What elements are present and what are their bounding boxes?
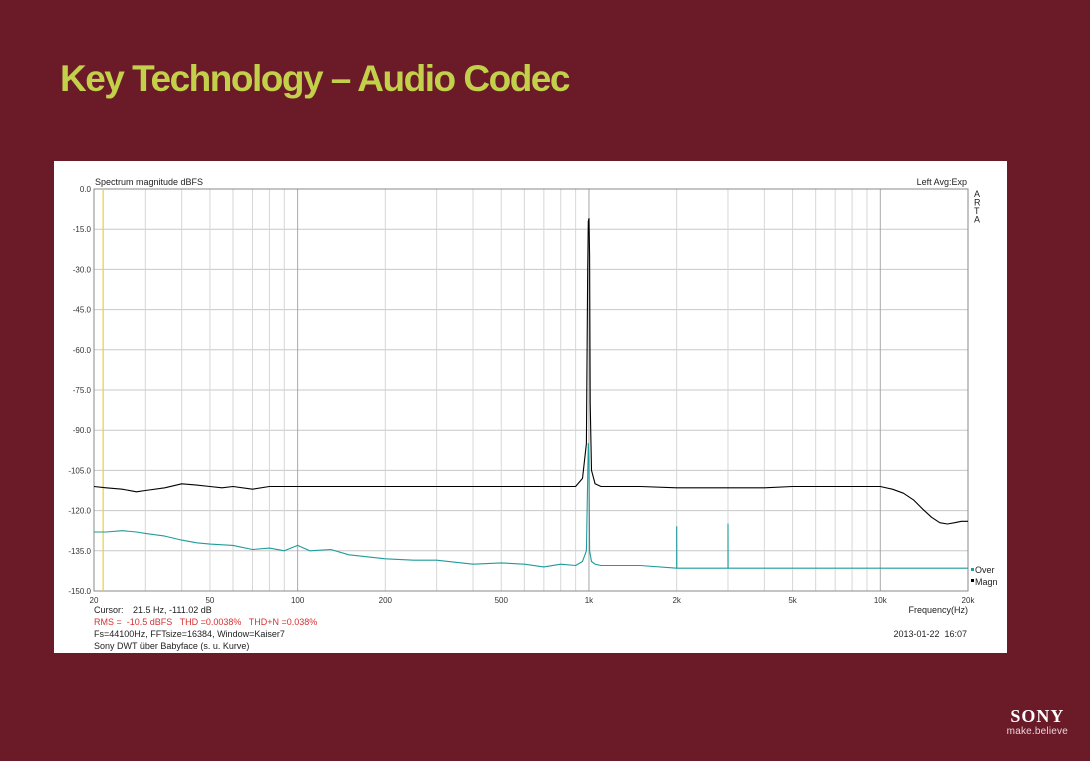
sony-logo: SONY make.believe <box>1007 706 1068 738</box>
y-tick-label: -75.0 <box>73 386 92 395</box>
x-tick-label: 2k <box>672 596 681 605</box>
y-tick-label: 0.0 <box>80 185 92 194</box>
spectrum-chart-panel: 0.0 -15.0 -30.0 -45.0 -60.0 -75.0 -90.0 -105.0 -… <box>54 161 1007 653</box>
legend-label-over: Over <box>975 565 995 575</box>
y-tick-label: -60.0 <box>73 346 92 355</box>
x-tick-label: 10k <box>874 596 888 605</box>
y-tick-label: -150.0 <box>68 587 91 596</box>
cursor-readout: 21.5 Hz, -111.02 dB <box>133 605 212 615</box>
y-tick-label: -105.0 <box>68 466 91 475</box>
legend-swatch-magn <box>971 579 974 582</box>
chart-title: Spectrum magnitude dBFS <box>95 177 203 187</box>
chart-series <box>93 217 968 569</box>
cursor-prefix: Cursor: <box>94 605 124 615</box>
spectrum-chart: 0.0 -15.0 -30.0 -45.0 -60.0 -75.0 -90.0 -105.0 -… <box>68 177 998 651</box>
timestamp: 2013-01-22 16:07 <box>893 629 967 639</box>
x-tick-label: 5k <box>788 596 797 605</box>
y-tick-label: -135.0 <box>68 547 91 556</box>
legend-swatch-over <box>971 568 974 571</box>
series-line-magn <box>93 217 968 525</box>
legend-label-magn: Magn <box>975 577 998 587</box>
x-tick-label: 20 <box>90 596 99 605</box>
plot-frame <box>93 188 969 592</box>
x-tick-label: 100 <box>291 596 305 605</box>
y-tick-label: -45.0 <box>73 306 92 315</box>
slide-title: Key Technology – Audio Codec <box>60 58 570 99</box>
settings-line: Fs=44100Hz, FFTsize=16384, Window=Kaiser… <box>94 629 285 639</box>
chart-footer: Cursor: 21.5 Hz, -111.02 dB RMS = -10.5 … <box>94 605 967 651</box>
x-tick-label: 200 <box>379 596 393 605</box>
y-tick-label: -120.0 <box>68 507 91 516</box>
x-tick-label: 50 <box>205 596 214 605</box>
x-tick-label: 20k <box>962 596 976 605</box>
y-tick-label: -90.0 <box>73 426 92 435</box>
stats-line: RMS = -10.5 dBFS THD =0.0038% THD+N =0.0… <box>94 617 317 627</box>
x-tick-label: 1k <box>585 596 594 605</box>
legend: Over Magn <box>971 565 998 587</box>
y-tick-label: -30.0 <box>73 265 92 274</box>
chart-header-right: Left Avg:Exp <box>917 177 967 187</box>
logo-wordmark: SONY <box>1010 706 1065 726</box>
chart-ticks: 0.0 -15.0 -30.0 -45.0 -60.0 -75.0 -90.0 -105.0 -… <box>68 185 975 605</box>
x-axis-label: Frequency(Hz) <box>908 605 968 615</box>
note-line: Sony DWT über Babyface (s. u. Kurve) <box>94 641 249 651</box>
logo-tagline: make.believe <box>1006 726 1068 737</box>
series-line-over <box>94 443 968 569</box>
y-tick-label: -15.0 <box>73 225 92 234</box>
chart-grid <box>93 188 969 592</box>
x-tick-label: 500 <box>495 596 509 605</box>
